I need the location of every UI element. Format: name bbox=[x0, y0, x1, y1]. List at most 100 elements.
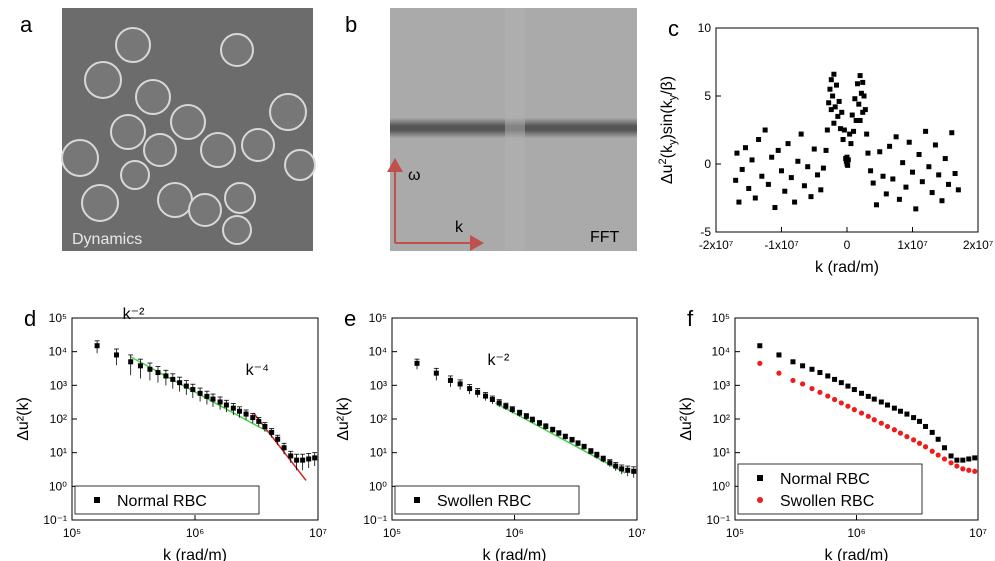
data-point bbox=[569, 437, 575, 443]
y-tick-label: 10⁴ bbox=[368, 345, 387, 359]
data-point bbox=[809, 366, 815, 372]
data-point bbox=[306, 456, 312, 462]
x-tick-label: 10⁵ bbox=[726, 526, 744, 540]
data-point bbox=[288, 453, 294, 459]
x-tick-label: 0 bbox=[844, 238, 851, 252]
data-point bbox=[312, 455, 318, 461]
y-axis-label: Δu2(ky)sin(ky/β) bbox=[657, 76, 679, 184]
data-point bbox=[475, 389, 481, 395]
data-point bbox=[785, 141, 791, 147]
data-point bbox=[893, 134, 899, 140]
image-caption: FFT bbox=[590, 229, 620, 246]
data-point bbox=[818, 187, 824, 193]
data-point bbox=[739, 166, 745, 172]
label-part: )sin(k bbox=[659, 99, 676, 139]
data-point bbox=[847, 131, 853, 137]
data-point bbox=[734, 150, 740, 156]
data-point bbox=[788, 175, 794, 181]
data-point bbox=[929, 448, 935, 454]
data-point bbox=[823, 147, 829, 153]
data-point bbox=[467, 386, 473, 392]
y-tick-label: 0 bbox=[704, 157, 711, 171]
fft-image: ω k FFT bbox=[387, 8, 637, 251]
data-point bbox=[946, 181, 952, 187]
panel-label: a bbox=[20, 12, 33, 37]
data-point bbox=[792, 199, 798, 205]
data-point bbox=[825, 373, 831, 379]
panel-label: e bbox=[344, 306, 356, 331]
data-point bbox=[871, 396, 877, 402]
data-point bbox=[831, 120, 837, 126]
data-point bbox=[952, 171, 958, 177]
x-tick-label: -2x10⁷ bbox=[699, 238, 733, 252]
data-point bbox=[128, 359, 134, 365]
y-tick-label: 10² bbox=[713, 412, 730, 426]
data-point bbox=[805, 164, 811, 170]
fit-line bbox=[495, 402, 626, 474]
data-point bbox=[936, 172, 942, 178]
data-point bbox=[852, 96, 858, 102]
data-point bbox=[210, 396, 216, 402]
legend-label: Normal RBC bbox=[117, 493, 207, 510]
data-point bbox=[163, 373, 169, 379]
data-point bbox=[581, 444, 587, 450]
data-point bbox=[243, 411, 249, 417]
data-point bbox=[772, 205, 778, 211]
plot-frame bbox=[715, 27, 979, 233]
data-point bbox=[447, 377, 453, 383]
x-axis-label: k (rad/m) bbox=[163, 547, 227, 561]
data-point bbox=[529, 417, 535, 423]
y-tick-label: 10⁰ bbox=[49, 479, 67, 493]
y-tick-label: 10¹ bbox=[370, 446, 387, 460]
data-point bbox=[916, 440, 923, 446]
y-tick-label: 10⁻¹ bbox=[706, 513, 730, 527]
data-point bbox=[147, 366, 153, 372]
data-point bbox=[916, 151, 922, 157]
data-point bbox=[262, 423, 268, 429]
data-point bbox=[843, 158, 849, 164]
data-point bbox=[256, 418, 262, 424]
data-point bbox=[885, 402, 891, 408]
data-point bbox=[926, 164, 932, 170]
data-point bbox=[837, 126, 843, 132]
data-point bbox=[204, 393, 210, 399]
arrow-label: k bbox=[455, 219, 464, 236]
data-point bbox=[972, 455, 978, 461]
data-point bbox=[236, 408, 242, 414]
data-point bbox=[414, 360, 420, 366]
x-tick-label: -1x10⁷ bbox=[764, 238, 798, 252]
data-point bbox=[594, 452, 600, 458]
legend-marker bbox=[757, 497, 763, 503]
data-point bbox=[170, 376, 176, 382]
x-tick-label: 10⁵ bbox=[383, 526, 401, 540]
data-point bbox=[891, 427, 897, 433]
data-point bbox=[828, 107, 834, 113]
data-point bbox=[575, 440, 581, 446]
y-axis-label: Δu²(k) bbox=[335, 397, 352, 441]
y-tick-label: 10⁵ bbox=[49, 311, 67, 325]
data-point bbox=[880, 173, 886, 179]
data-point bbox=[858, 410, 865, 416]
data-point bbox=[537, 420, 543, 426]
data-point bbox=[523, 413, 529, 419]
data-point bbox=[828, 77, 834, 83]
data-point bbox=[954, 463, 960, 469]
data-point bbox=[913, 206, 919, 212]
data-point bbox=[742, 145, 748, 151]
y-tick-label: 10¹ bbox=[50, 446, 67, 460]
data-point bbox=[137, 363, 143, 369]
legend-box bbox=[394, 485, 580, 515]
data-point bbox=[845, 162, 851, 168]
data-point bbox=[878, 399, 884, 405]
data-point bbox=[922, 444, 929, 450]
data-point bbox=[619, 466, 625, 472]
data-point bbox=[903, 184, 909, 190]
data-point bbox=[966, 467, 972, 473]
label-part: /β) bbox=[659, 76, 676, 95]
data-point bbox=[217, 399, 223, 405]
data-point bbox=[756, 137, 762, 143]
image-caption: Dynamics bbox=[72, 231, 142, 248]
data-point bbox=[870, 180, 876, 186]
x-tick-label: 1x10⁷ bbox=[897, 238, 927, 252]
data-point bbox=[877, 149, 883, 155]
